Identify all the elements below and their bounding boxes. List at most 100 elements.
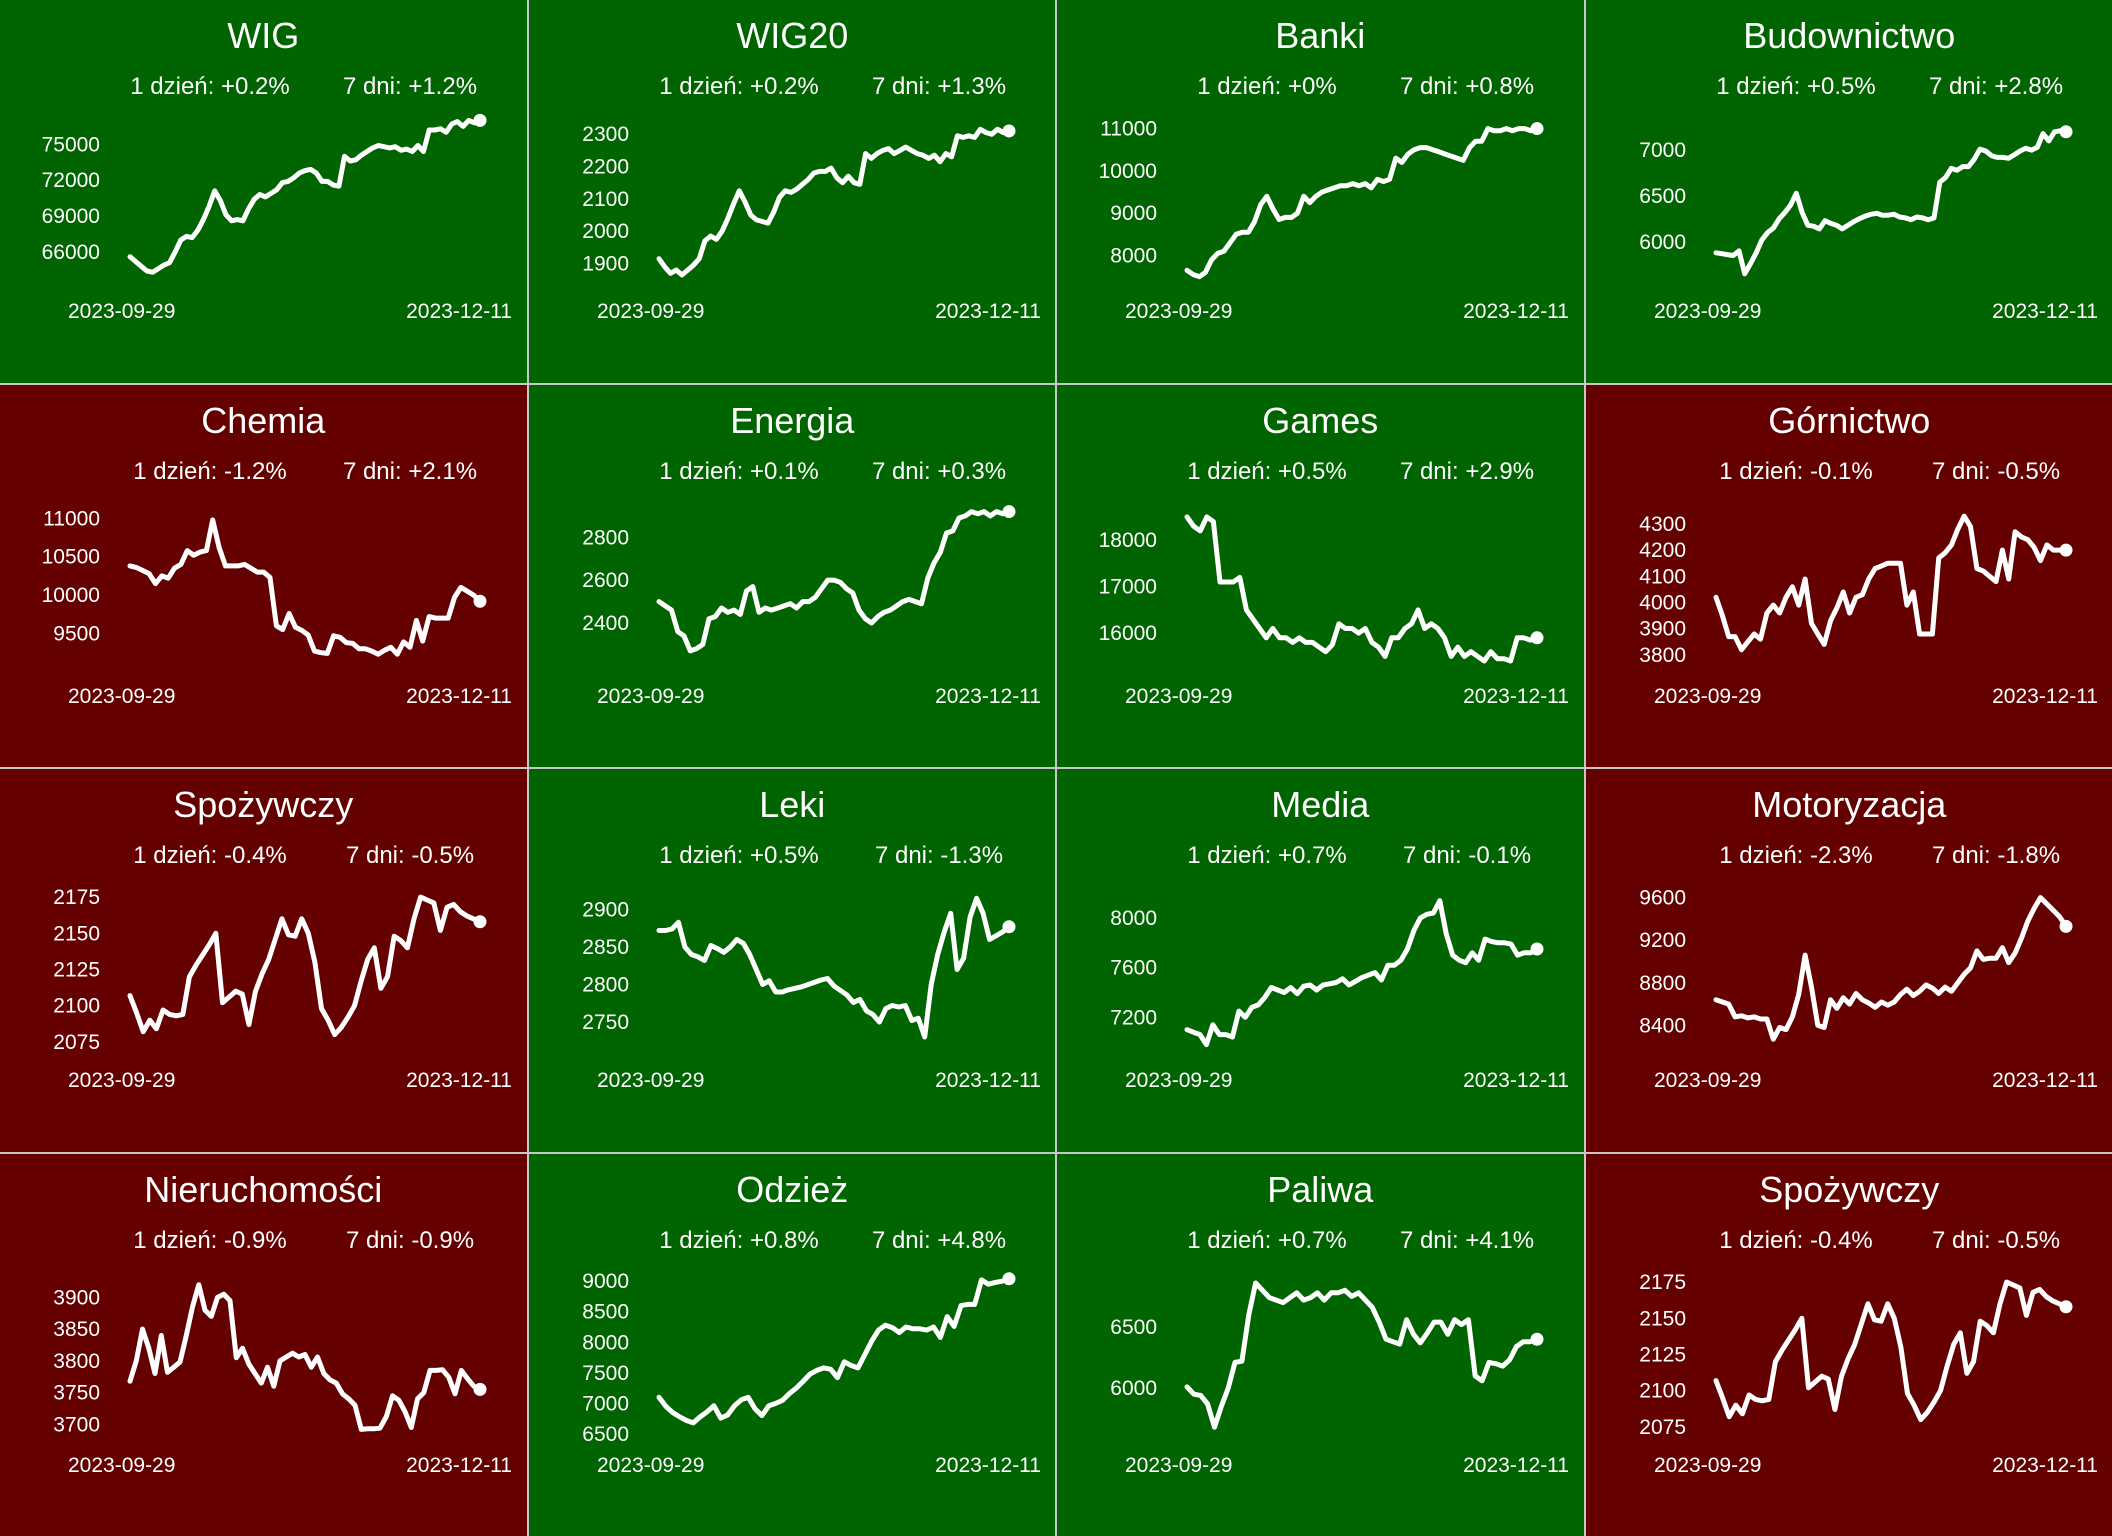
price-series-line bbox=[1713, 513, 2068, 652]
y-tick-label: 10000 bbox=[42, 584, 100, 607]
last-value-marker bbox=[1002, 1271, 1015, 1285]
chart-panel: Motoryzacja 1 dzień: -2.3% 7 dni: -1.8% 840… bbox=[1585, 769, 2112, 1152]
y-tick-label: 69000 bbox=[42, 205, 100, 228]
last-value-marker bbox=[1530, 1332, 1544, 1346]
line-chart: Paliwa 1 dzień: +0.7% 7 dni: +4.1% 6000 6500… bbox=[1110, 1169, 1569, 1477]
x-start-date: 2023-09-29 bbox=[597, 300, 704, 323]
line-chart: Spożywczy 1 dzień: -0.4% 7 dni: -0.5% 2075 2… bbox=[53, 784, 512, 1092]
chart-title: Paliwa bbox=[1267, 1169, 1374, 1210]
change-7-days: 7 dni: +2.9% bbox=[1400, 458, 1534, 485]
line-chart: Spożywczy 1 dzień: -0.4% 7 dni: -0.5% 2075 2… bbox=[1639, 1169, 2098, 1477]
y-tick-label: 2100 bbox=[1639, 1379, 1686, 1402]
x-end-date: 2023-12-11 bbox=[1992, 1069, 2098, 1092]
y-tick-label: 9000 bbox=[582, 1270, 629, 1293]
y-tick-label: 6500 bbox=[1639, 185, 1686, 208]
price-series-line bbox=[1713, 128, 2068, 277]
chart-title: WIG bbox=[227, 15, 299, 56]
price-series-line bbox=[656, 126, 1011, 278]
change-7-days: 7 dni: +0.8% bbox=[1400, 73, 1534, 100]
change-1-day: 1 dzień: +0.1% bbox=[659, 458, 818, 485]
line-chart: Motoryzacja 1 dzień: -2.3% 7 dni: -1.8% 840… bbox=[1639, 784, 2098, 1092]
y-tick-label: 2750 bbox=[582, 1011, 629, 1034]
x-start-date: 2023-09-29 bbox=[68, 1069, 175, 1092]
y-tick-label: 2125 bbox=[1639, 1343, 1686, 1366]
change-7-days: 7 dni: -0.5% bbox=[1931, 1227, 2059, 1254]
y-tick-label: 7000 bbox=[582, 1392, 629, 1415]
y-tick-label: 2800 bbox=[582, 526, 629, 549]
chart-panel: Leki 1 dzień: +0.5% 7 dni: -1.3% 2750 2800 28… bbox=[528, 769, 1055, 1152]
y-tick-label: 18000 bbox=[1099, 529, 1157, 552]
change-1-day: 1 dzień: +0.8% bbox=[659, 1227, 818, 1254]
y-tick-label: 3800 bbox=[1639, 643, 1686, 666]
y-tick-label: 3900 bbox=[53, 1286, 100, 1309]
x-end-date: 2023-12-11 bbox=[406, 1069, 512, 1092]
price-series-line bbox=[1184, 898, 1540, 1048]
last-value-marker bbox=[473, 915, 487, 929]
y-tick-label: 4000 bbox=[1639, 591, 1686, 614]
x-end-date: 2023-12-11 bbox=[935, 300, 1041, 323]
x-end-date: 2023-12-11 bbox=[1992, 685, 2098, 708]
x-start-date: 2023-09-29 bbox=[1125, 1069, 1232, 1092]
chart-panel: Górnictwo 1 dzień: -0.1% 7 dni: -0.5% 3800 3… bbox=[1585, 384, 2112, 767]
chart-panel: Odzież 1 dzień: +0.8% 7 dni: +4.8% 6500 7000… bbox=[528, 1153, 1055, 1536]
chart-title: Energia bbox=[730, 400, 855, 441]
chart-panel: Budownictwo 1 dzień: +0.5% 7 dni: +2.8% 600… bbox=[1585, 0, 2112, 383]
line-chart: WIG 1 dzień: +0.2% 7 dni: +1.2% 66000 69000 7… bbox=[42, 15, 512, 323]
last-value-marker bbox=[1002, 124, 1015, 138]
change-1-day: 1 dzień: -2.3% bbox=[1719, 842, 1872, 869]
line-chart: WIG20 1 dzień: +0.2% 7 dni: +1.3% 1900 2000 2… bbox=[582, 15, 1041, 323]
chart-panel: Energia 1 dzień: +0.1% 7 dni: +0.3% 2400 260… bbox=[528, 384, 1055, 767]
change-7-days: 7 dni: -0.9% bbox=[346, 1227, 474, 1254]
y-tick-label: 2200 bbox=[582, 156, 629, 179]
y-tick-label: 2100 bbox=[53, 995, 100, 1018]
chart-title: Media bbox=[1271, 784, 1370, 825]
price-series-line bbox=[1184, 513, 1540, 663]
y-tick-label: 6000 bbox=[1639, 231, 1686, 254]
line-chart: Nieruchomości 1 dzień: -0.9% 7 dni: -0.9% 3… bbox=[53, 1169, 512, 1477]
chart-title: Leki bbox=[759, 784, 825, 825]
chart-panel: Spożywczy 1 dzień: -0.4% 7 dni: -0.5% 2075 2… bbox=[0, 769, 527, 1152]
change-7-days: 7 dni: +4.8% bbox=[871, 1227, 1005, 1254]
y-tick-label: 10500 bbox=[42, 545, 100, 568]
change-1-day: 1 dzień: -1.2% bbox=[133, 458, 286, 485]
chart-title: Motoryzacja bbox=[1752, 784, 1947, 825]
line-chart: Górnictwo 1 dzień: -0.1% 7 dni: -0.5% 3800 3… bbox=[1639, 400, 2098, 708]
y-tick-label: 8500 bbox=[582, 1300, 629, 1323]
change-7-days: 7 dni: -0.5% bbox=[1931, 458, 2059, 485]
change-7-days: 7 dni: -1.3% bbox=[874, 842, 1002, 869]
y-tick-label: 4100 bbox=[1639, 565, 1686, 588]
y-tick-label: 8000 bbox=[1110, 907, 1157, 930]
change-7-days: 7 dni: -0.5% bbox=[346, 842, 474, 869]
line-chart: Chemia 1 dzień: -1.2% 7 dni: +2.1% 9500 1000… bbox=[42, 400, 512, 708]
y-tick-label: 8400 bbox=[1639, 1014, 1686, 1037]
change-7-days: 7 dni: +0.3% bbox=[871, 458, 1005, 485]
x-end-date: 2023-12-11 bbox=[1463, 685, 1569, 708]
y-tick-label: 2175 bbox=[1639, 1271, 1686, 1294]
y-tick-label: 2300 bbox=[582, 123, 629, 146]
change-7-days: 7 dni: +2.8% bbox=[1928, 73, 2062, 100]
change-1-day: 1 dzień: -0.1% bbox=[1719, 458, 1872, 485]
y-tick-label: 8800 bbox=[1639, 972, 1686, 995]
x-end-date: 2023-12-11 bbox=[1992, 300, 2098, 323]
line-chart: Odzież 1 dzień: +0.8% 7 dni: +4.8% 6500 7000… bbox=[582, 1169, 1041, 1477]
chart-title: Górnictwo bbox=[1768, 400, 1930, 441]
last-value-marker bbox=[2059, 543, 2072, 557]
last-value-marker bbox=[2059, 919, 2072, 933]
chart-panel: Banki 1 dzień: +0% 7 dni: +0.8% 8000 9000 100… bbox=[1057, 0, 1584, 383]
chart-title: Nieruchomości bbox=[144, 1169, 382, 1210]
chart-title: Spożywczy bbox=[173, 784, 353, 825]
price-series-line bbox=[656, 895, 1011, 1040]
y-tick-label: 8000 bbox=[582, 1331, 629, 1354]
y-tick-label: 75000 bbox=[42, 133, 100, 156]
y-tick-label: 4200 bbox=[1639, 539, 1686, 562]
x-end-date: 2023-12-11 bbox=[935, 685, 1041, 708]
x-end-date: 2023-12-11 bbox=[406, 1454, 512, 1477]
y-tick-label: 3850 bbox=[53, 1318, 100, 1341]
x-end-date: 2023-12-11 bbox=[406, 300, 512, 323]
change-1-day: 1 dzień: -0.9% bbox=[133, 1227, 286, 1254]
x-end-date: 2023-12-11 bbox=[1463, 1069, 1569, 1092]
chart-panel: Media 1 dzień: +0.7% 7 dni: -0.1% 7200 7600 8… bbox=[1057, 769, 1584, 1152]
chart-title: Spożywczy bbox=[1759, 1169, 1939, 1210]
change-7-days: 7 dni: +1.2% bbox=[343, 73, 477, 100]
